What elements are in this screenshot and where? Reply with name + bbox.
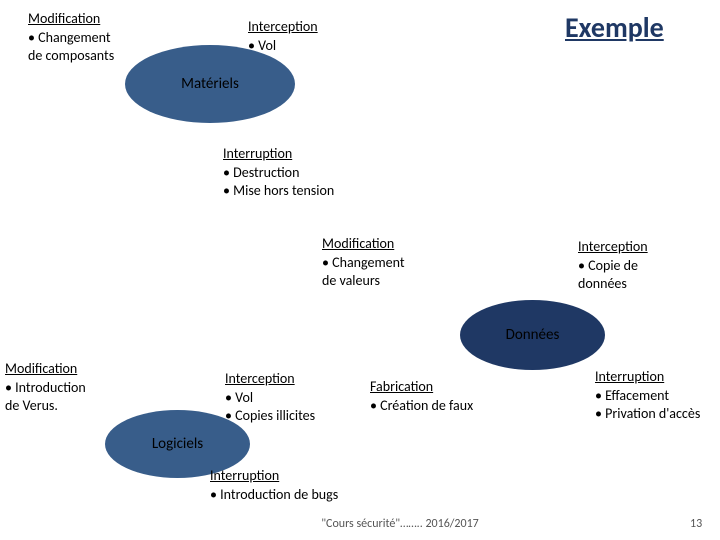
bullet: • Destruction: [223, 164, 334, 182]
bullet: • Création de faux: [370, 397, 473, 415]
bullet: • Changement: [322, 254, 405, 272]
bullet: données: [578, 275, 648, 293]
heading: Fabrication: [370, 378, 473, 395]
bullet: • Changement: [28, 29, 114, 47]
footer-center: "Cours sécurité"…….. 2016/2017: [250, 517, 550, 531]
bullet: de composants: [28, 47, 114, 65]
bullet: • Copies illicites: [225, 407, 315, 425]
bullet: de valeurs: [322, 272, 405, 290]
heading: Modification: [322, 235, 405, 252]
block-intercept-bottom: Interception • Vol • Copies illicites: [225, 370, 315, 425]
block-mod-center: Modification • Changement de valeurs: [322, 235, 405, 290]
block-interruption-bottom: Interruption • Introduction de bugs: [210, 467, 338, 504]
heading: Interception: [578, 238, 648, 255]
bullet: • Privation d'accès: [595, 405, 700, 423]
ellipse-materiels: Matériels: [125, 45, 295, 123]
heading: Interception: [248, 18, 318, 35]
heading: Interruption: [223, 145, 334, 162]
footer-right: 13: [690, 517, 702, 531]
block-intercept-top: Interception • Vol: [248, 18, 318, 55]
block-interruption-mid: Interruption • Destruction • Mise hors t…: [223, 145, 334, 200]
heading: Modification: [28, 10, 114, 27]
block-mod-left-bottom: Modification • Introduction de Verus.: [5, 360, 86, 415]
bullet: • Vol: [225, 389, 315, 407]
bullet: de Verus.: [5, 397, 86, 415]
bullet: • Introduction de bugs: [210, 486, 338, 504]
heading: Interception: [225, 370, 315, 387]
bullet: • Copie de: [578, 257, 648, 275]
heading: Modification: [5, 360, 86, 377]
bullet: • Effacement: [595, 387, 700, 405]
bullet: • Vol: [248, 37, 318, 55]
block-interruption-right: Interruption • Effacement • Privation d'…: [595, 368, 700, 423]
bullet: • Mise hors tension: [223, 182, 334, 200]
block-fabrication: Fabrication • Création de faux: [370, 378, 473, 415]
block-mod-top: Modification • Changement de composants: [28, 10, 114, 65]
ellipse-donnees: Données: [460, 300, 605, 370]
heading: Interruption: [210, 467, 338, 484]
block-intercept-right: Interception • Copie de données: [578, 238, 648, 293]
bullet: • Introduction: [5, 379, 86, 397]
heading: Interruption: [595, 368, 700, 385]
slide-title: Exemple: [565, 10, 664, 45]
